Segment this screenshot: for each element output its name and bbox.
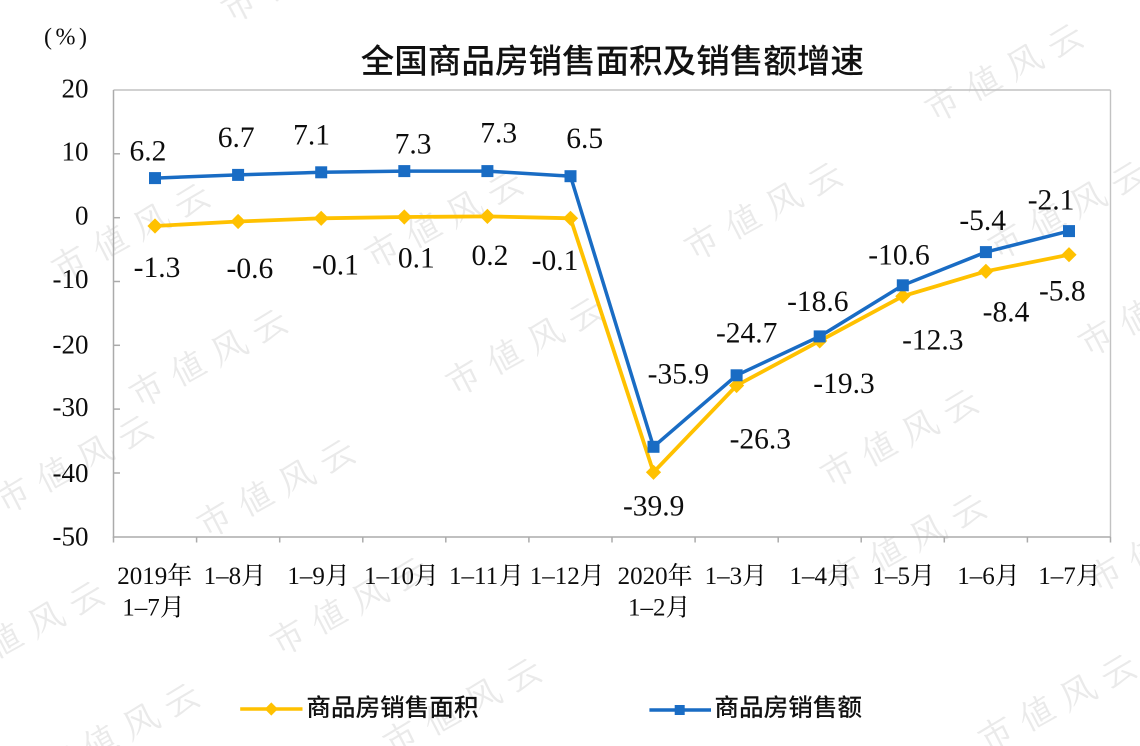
svg-text:-39.9: -39.9 — [623, 490, 684, 522]
svg-text:6.5: 6.5 — [566, 123, 603, 155]
svg-text:-0.1: -0.1 — [532, 245, 579, 277]
svg-text:7.3: 7.3 — [395, 129, 432, 161]
svg-text:-19.3: -19.3 — [813, 368, 874, 400]
svg-text:0.2: 0.2 — [471, 240, 508, 272]
svg-text:1–6: 1–6 — [957, 563, 995, 590]
svg-text:-18.6: -18.6 — [787, 286, 848, 318]
svg-text:20: 20 — [62, 74, 89, 104]
svg-text:1–7: 1–7 — [1038, 563, 1076, 590]
svg-text:-20: -20 — [53, 330, 89, 360]
svg-text:10: 10 — [62, 137, 89, 167]
svg-text:1–7: 1–7 — [122, 594, 160, 621]
svg-text:0: 0 — [75, 200, 89, 230]
svg-text:-40: -40 — [53, 458, 89, 488]
svg-text:2019: 2019 — [117, 563, 167, 590]
svg-text:(%): (%) — [44, 25, 90, 51]
svg-text:-50: -50 — [53, 522, 89, 552]
svg-text:1–11: 1–11 — [449, 563, 498, 590]
svg-text:-5.4: -5.4 — [959, 205, 1006, 237]
svg-text:-8.4: -8.4 — [983, 297, 1030, 329]
svg-text:7.3: 7.3 — [480, 118, 517, 150]
svg-text:7.1: 7.1 — [293, 120, 330, 152]
svg-text:-0.1: -0.1 — [312, 250, 359, 282]
svg-text:-26.3: -26.3 — [730, 424, 791, 456]
svg-text:-10: -10 — [53, 264, 89, 294]
svg-text:-12.3: -12.3 — [902, 325, 963, 357]
svg-text:-1.3: -1.3 — [134, 252, 181, 284]
svg-text:6.7: 6.7 — [218, 122, 255, 154]
svg-text:6.2: 6.2 — [129, 136, 166, 168]
svg-text:-30: -30 — [53, 392, 89, 422]
svg-text:-2.1: -2.1 — [1028, 185, 1075, 217]
svg-text:2020: 2020 — [618, 563, 668, 590]
svg-text:-0.6: -0.6 — [227, 253, 274, 285]
svg-text:1–5: 1–5 — [873, 563, 911, 590]
svg-text:1–9: 1–9 — [287, 563, 325, 590]
svg-text:1–8: 1–8 — [204, 563, 242, 590]
svg-text:-35.9: -35.9 — [648, 359, 709, 391]
svg-text:1–2: 1–2 — [628, 594, 666, 621]
svg-text:1–3: 1–3 — [705, 563, 743, 590]
svg-text:1–4: 1–4 — [790, 563, 828, 590]
svg-text:-10.6: -10.6 — [868, 239, 929, 271]
svg-text:-5.8: -5.8 — [1039, 276, 1086, 308]
svg-text:1–10: 1–10 — [364, 563, 414, 590]
svg-text:-24.7: -24.7 — [716, 318, 777, 350]
svg-text:1–12: 1–12 — [530, 563, 580, 590]
svg-text:0.1: 0.1 — [398, 242, 435, 274]
